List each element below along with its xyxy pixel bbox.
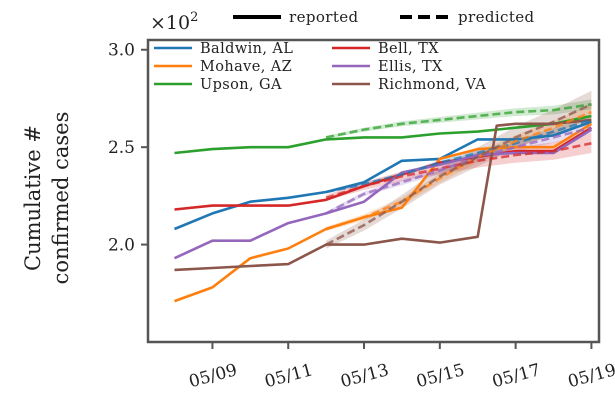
y-multiplier: ×102 <box>150 10 198 34</box>
x-tick-label: 05/13 <box>338 360 391 392</box>
style-legend: reported predicted <box>233 8 535 26</box>
series-legend: Baldwin, AL Mohave, AZ Upson, GA Bell, TX El… <box>154 41 486 93</box>
ellis-tx-predicted-line <box>325 126 592 215</box>
y-tick-label: 3.0 <box>108 41 135 61</box>
style-legend-reported-label: reported <box>289 8 359 26</box>
x-tick-label: 05/19 <box>566 360 615 392</box>
y-tick-label: 2.0 <box>108 236 135 256</box>
richmond-va-reported-line <box>174 118 592 272</box>
x-ticks: 05/09 05/11 05/13 05/15 05/17 05/19 <box>187 342 615 392</box>
y-axis-label-line-1: Cumulative # <box>21 125 45 271</box>
y-tick-label: 2.5 <box>108 138 135 158</box>
mohave-az-predicted-line <box>325 110 592 231</box>
x-tick-label: 05/15 <box>414 360 467 392</box>
x-tick-label: 05/17 <box>490 360 543 392</box>
upson-ga-predicted-line <box>325 103 592 139</box>
bell-tx-predicted-line <box>325 142 592 200</box>
legend-label-bell-tx: Bell, TX <box>378 41 439 57</box>
plot-frame <box>146 38 601 344</box>
richmond-va-predicted-line <box>325 103 592 246</box>
legend-label-richmond-va: Richmond, VA <box>378 77 486 93</box>
legend-label-mohave-az: Mohave, AZ <box>200 59 292 75</box>
x-tick-label: 05/11 <box>263 360 316 392</box>
style-legend-predicted-label: predicted <box>458 8 535 26</box>
y-ticks: 2.0 2.5 3.0 <box>108 41 148 256</box>
series-lines <box>173 103 593 303</box>
upson-ga-reported-line <box>174 114 592 155</box>
bell-tx-reported-line <box>174 126 593 211</box>
legend-label-ellis-tx: Ellis, TX <box>378 59 443 75</box>
legend-label-baldwin-al: Baldwin, AL <box>200 41 293 57</box>
y-axis-label-line-2: confirmed cases <box>49 112 73 285</box>
confidence-bands <box>326 90 592 249</box>
richmond-va-prediction-band <box>326 90 592 249</box>
legend-label-upson-ga: Upson, GA <box>200 77 282 93</box>
baldwin-al-predicted-line <box>325 118 592 194</box>
x-tick-label: 05/09 <box>187 360 240 392</box>
